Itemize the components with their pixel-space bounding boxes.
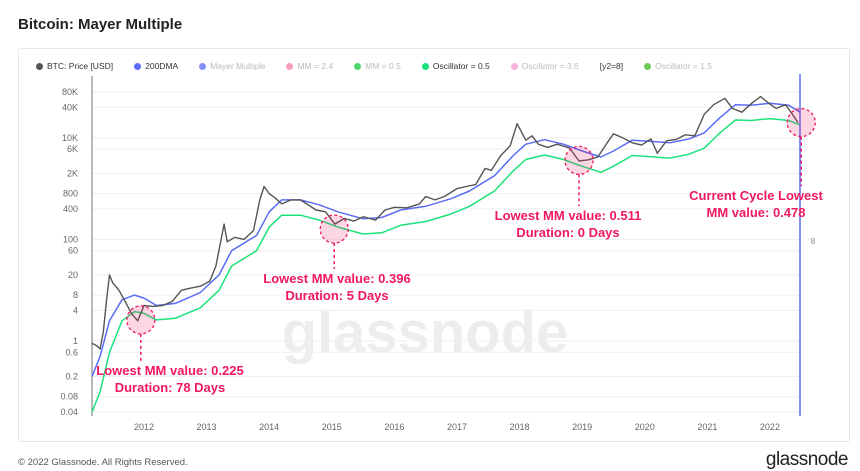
legend-item[interactable]: BTC: Price [USD] — [36, 61, 113, 71]
y-tick-label: 800 — [63, 189, 78, 199]
legend-label: [y2=8] — [599, 61, 624, 71]
legend-dot-icon — [36, 62, 43, 70]
annotation: Lowest MM value: 0.396 Duration: 5 Days — [263, 214, 411, 303]
legend: BTC: Price [USD] 200DMA Mayer Multiple MM =… — [36, 61, 733, 71]
annotation: Current Cycle Lowest MM value: 0.478 — [689, 107, 823, 220]
y-tick-label: 0.08 — [60, 392, 78, 402]
y-tick-label: 80K — [62, 87, 78, 97]
legend-label: 200DMA — [145, 61, 179, 71]
annotation-circle — [126, 305, 156, 335]
annotation-circle — [786, 107, 816, 138]
x-tick-label: 2018 — [510, 422, 530, 432]
x-tick-label: 2019 — [572, 422, 592, 432]
legend-label: Oscillator = 1.5 — [655, 61, 713, 71]
x-tick-label: 2021 — [697, 422, 717, 432]
series-line-btc-price-usd- — [91, 95, 799, 350]
legend-label: Oscillator = 0.5 — [432, 61, 490, 71]
annotation-circle — [319, 214, 349, 244]
y-tick-label: 2K — [67, 168, 78, 178]
legend-dot-icon — [134, 62, 142, 70]
legend-item[interactable]: Oscillator = 1.5 — [644, 61, 712, 71]
series-line-oscillator-0-5 — [91, 117, 801, 413]
watermark: glassnode — [282, 300, 569, 365]
annotation: Lowest MM value: 0.511 Duration: 0 Days — [495, 145, 642, 240]
y-tick-label: 20 — [68, 270, 78, 280]
legend-dot-icon — [286, 62, 294, 70]
x-tick-label: 2014 — [259, 422, 279, 432]
y-tick-label: 10K — [62, 133, 78, 143]
annotation-text: Lowest MM value: 0.396 — [263, 271, 410, 286]
legend-label: Oscillator = 3.6 — [521, 61, 579, 71]
y-tick-label: 6K — [67, 144, 78, 154]
legend-item[interactable]: [y2=8] — [600, 61, 623, 71]
y-tick-label: 0.6 — [65, 347, 78, 357]
series-line-200dma — [91, 102, 801, 377]
x-tick-label: 2022 — [760, 422, 780, 432]
x-tick-label: 2015 — [322, 422, 342, 432]
x-tick-label: 2013 — [197, 422, 217, 432]
glassnode-logo: glassnode — [765, 449, 849, 470]
annotation: Lowest MM value: 0.225 Duration: 78 Days — [96, 305, 244, 395]
legend-label: MM = 2.4 — [297, 61, 334, 71]
legend-item[interactable]: Oscillator = 0.5 — [421, 61, 490, 71]
annotation-text: Lowest MM value: 0.225 — [96, 363, 243, 378]
legend-dot-icon — [421, 62, 429, 70]
chart-title: Bitcoin: Mayer Multiple — [18, 16, 183, 33]
annotation-text: Duration: 78 Days — [115, 380, 226, 395]
annotation-circle — [564, 145, 594, 176]
legend-dot-icon — [199, 62, 207, 70]
y-tick-label: 8 — [73, 290, 78, 300]
legend-item[interactable]: Oscillator = 3.6 — [510, 61, 579, 71]
legend-item[interactable]: 200DMA — [134, 61, 178, 71]
y-tick-label: 0.04 — [60, 407, 78, 417]
legend-item[interactable]: Mayer Multiple — [199, 61, 265, 71]
x-tick-label: 2016 — [384, 422, 404, 432]
y-tick-label: 0.2 — [65, 372, 78, 382]
legend-dot-icon — [510, 62, 518, 70]
annotation-text: Duration: 5 Days — [285, 288, 388, 303]
x-tick-label: 2017 — [447, 422, 467, 432]
chart-card — [18, 48, 850, 442]
copyright: © 2022 Glassnode. All Rights Reserved. — [18, 457, 188, 468]
annotation-text: MM value: 0.478 — [707, 205, 806, 220]
annotation-text: Current Cycle Lowest — [689, 188, 823, 203]
legend-item[interactable]: MM = 2.4 — [286, 61, 333, 71]
y2-marker-label: 8 — [811, 237, 816, 246]
legend-dot-icon — [644, 62, 652, 70]
legend-dot-icon — [354, 62, 362, 70]
y-tick-label: 1 — [73, 336, 78, 346]
annotation-text: Duration: 0 Days — [516, 225, 619, 240]
y-tick-label: 400 — [63, 204, 78, 214]
y-tick-label: 60 — [68, 246, 78, 256]
legend-item[interactable]: MM = 0.5 — [354, 61, 401, 71]
x-tick-label: 2012 — [134, 422, 154, 432]
annotation-text: Lowest MM value: 0.511 — [495, 208, 642, 223]
x-tick-label: 2020 — [635, 422, 655, 432]
y-tick-label: 100 — [63, 234, 78, 244]
y-tick-label: 4 — [73, 305, 78, 315]
legend-label: BTC: Price [USD] — [47, 61, 114, 71]
legend-label: Mayer Multiple — [210, 61, 266, 71]
y-tick-label: 40K — [62, 102, 78, 112]
legend-label: MM = 0.5 — [365, 61, 401, 71]
